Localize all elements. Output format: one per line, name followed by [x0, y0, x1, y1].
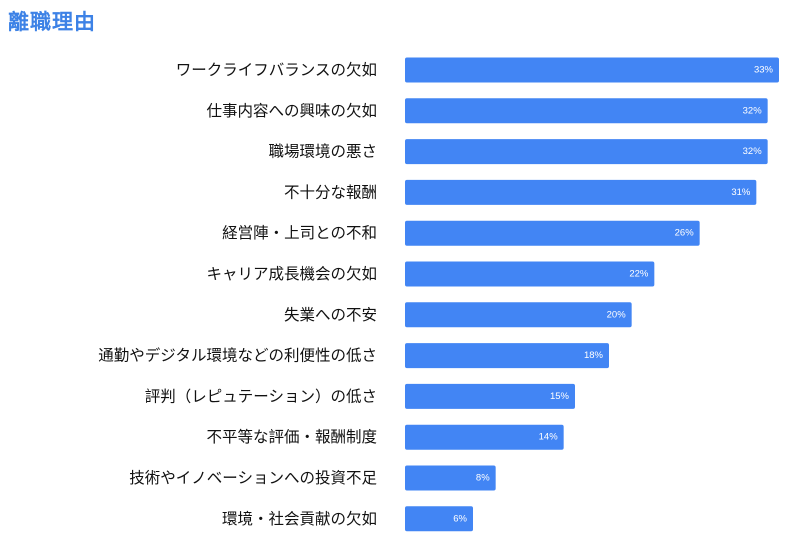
- bar-9: [405, 383, 575, 409]
- bars-group: [405, 57, 779, 532]
- value-label-9: 15%: [550, 391, 570, 402]
- category-label-4: 不十分な報酬: [284, 183, 377, 201]
- category-label-6: キャリア成長機会の欠如: [206, 265, 377, 283]
- bar-2: [405, 98, 768, 124]
- category-label-8: 通勤やデジタル環境などの利便性の低さ: [98, 346, 377, 365]
- category-label-12: 環境・社会貢献の欠如: [222, 509, 377, 528]
- value-label-5: 26%: [675, 228, 695, 239]
- category-label-2: 仕事内容への興味の欠如: [206, 102, 377, 120]
- value-label-4: 31%: [731, 187, 751, 198]
- value-labels-group: 33% 32% 32% 31% 26% 22% 20% 18% 15% 14% 8% 6%: [453, 65, 773, 525]
- bar-11: [405, 465, 496, 491]
- bar-10: [405, 424, 564, 450]
- chart-title: 離職理由: [8, 10, 96, 34]
- value-label-12: 6%: [453, 513, 467, 524]
- category-label-1: ワークライフバランスの欠如: [176, 61, 377, 79]
- category-label-11: 技術やイノベーションへの投資不足: [129, 469, 377, 487]
- value-label-8: 18%: [584, 350, 604, 361]
- bar-7: [405, 302, 632, 328]
- value-label-3: 32%: [743, 146, 763, 157]
- bar-4: [405, 179, 757, 205]
- value-label-2: 32%: [743, 105, 763, 116]
- bar-3: [405, 139, 768, 165]
- bar-12: [405, 506, 473, 532]
- category-label-3: 職場環境の悪さ: [268, 142, 377, 161]
- category-label-10: 不平等な評価・報酬制度: [206, 428, 377, 446]
- category-label-9: 評判（レピュテーション）の低さ: [145, 387, 377, 405]
- bar-5: [405, 220, 700, 246]
- category-label-7: 失業への不安: [284, 306, 377, 324]
- bar-8: [405, 343, 609, 369]
- bar-6: [405, 261, 655, 287]
- value-label-10: 14%: [539, 432, 559, 443]
- value-label-11: 8%: [476, 473, 490, 484]
- bar-1: [405, 57, 779, 83]
- value-label-7: 20%: [607, 309, 627, 320]
- category-label-5: 経営陣・上司との不和: [222, 224, 377, 242]
- value-label-6: 22%: [629, 269, 649, 280]
- category-labels-group: ワークライフバランスの欠如仕事内容への興味の欠如職場環境の悪さ不十分な報酬経営陣…: [98, 61, 377, 528]
- value-label-1: 33%: [754, 65, 774, 76]
